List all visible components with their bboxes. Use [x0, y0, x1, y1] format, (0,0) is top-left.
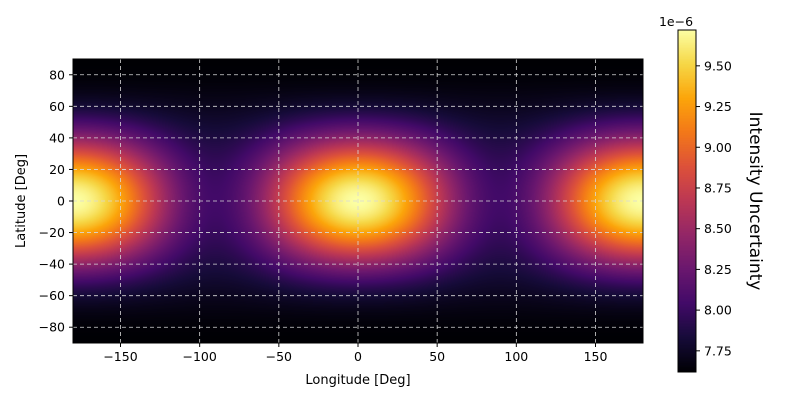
x-tick-label: 0	[354, 349, 362, 364]
colorbar-tick-label: 9.25	[704, 99, 732, 114]
colorbar-holder	[678, 30, 696, 372]
y-tick-label: 80	[49, 67, 65, 82]
x-axis-ticks: −150 −100 −50 0 50 100 150	[103, 343, 607, 364]
colorbar-ticks: 7.75 8.00 8.25 8.50 8.75 9.00 9.25 9.50	[696, 58, 732, 358]
colorbar-offset-text: 1e−6	[659, 14, 693, 29]
colorbar-tick-label: 8.75	[704, 180, 732, 195]
x-axis-label: Longitude [Deg]	[305, 373, 410, 388]
colorbar-tick-label: 8.00	[704, 303, 732, 318]
x-tick-label: 50	[429, 349, 445, 364]
colorbar-tick-label: 9.50	[704, 58, 732, 73]
x-tick-label: 150	[584, 349, 608, 364]
y-tick-label: 40	[49, 130, 65, 145]
x-tick-label: −150	[103, 349, 137, 364]
y-tick-label: −80	[39, 320, 65, 335]
colorbar-gradient	[678, 30, 696, 372]
colorbar-tick-label: 8.50	[704, 221, 732, 236]
y-axis-label: Latitude [Deg]	[14, 154, 29, 248]
y-tick-label: −40	[39, 257, 65, 272]
x-tick-label: −100	[182, 349, 216, 364]
y-tick-label: −20	[39, 225, 65, 240]
y-axis-ticks: −80 −60 −40 −20 0 20 40 60 80	[39, 67, 73, 335]
y-tick-label: 0	[57, 194, 65, 209]
colorbar-label: Intensity Uncertainty	[745, 112, 765, 291]
grid-lines	[73, 59, 643, 343]
colorbar-frame	[677, 29, 697, 373]
x-tick-label: 100	[504, 349, 528, 364]
colorbar-tick-label: 8.25	[704, 262, 732, 277]
colorbar-tick-label: 9.00	[704, 140, 732, 155]
y-tick-label: 60	[49, 99, 65, 114]
y-tick-label: 20	[49, 162, 65, 177]
y-tick-label: −60	[39, 288, 65, 303]
colorbar-tick-label: 7.75	[704, 343, 732, 358]
x-tick-label: −50	[266, 349, 292, 364]
